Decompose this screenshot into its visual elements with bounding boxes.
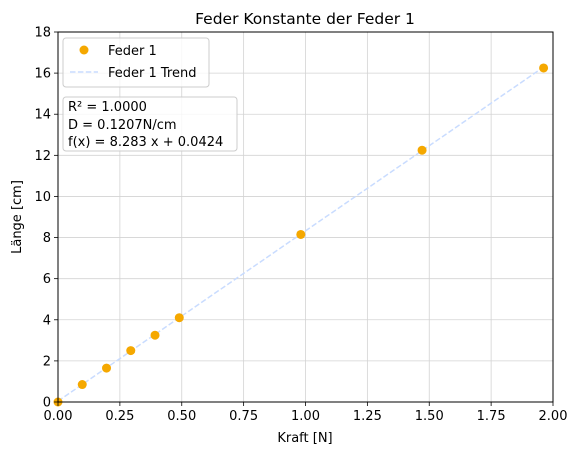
x-tick-label: 0.00: [44, 409, 73, 424]
y-tick-label: 16: [34, 67, 51, 82]
x-tick-label: 2.00: [539, 409, 568, 424]
legend-box: [62, 37, 210, 88]
y-axis-ticks: 0 2 4 6 8 10 12 14 16 18: [34, 26, 58, 411]
data-point: [174, 313, 184, 323]
y-tick-label: 2: [43, 354, 51, 369]
y-tick-label: 6: [43, 272, 51, 287]
data-point: [77, 380, 87, 390]
x-axis-ticks: 0.00 0.25 0.50 0.75 1.00 1.25 1.50 1.75 2.00: [44, 402, 568, 424]
y-tick-label: 4: [43, 313, 51, 328]
y-tick-label: 10: [34, 190, 51, 205]
y-axis-label: Länge [cm]: [10, 180, 25, 254]
data-point: [417, 145, 427, 155]
legend-label-feder-1: Feder 1: [108, 44, 157, 59]
legend-scatter-marker: [79, 45, 89, 55]
data-point: [150, 330, 160, 340]
x-tick-label: 1.50: [415, 409, 444, 424]
data-point: [126, 346, 136, 356]
data-point: [296, 229, 306, 239]
x-tick-label: 1.25: [353, 409, 382, 424]
data-point: [539, 63, 549, 73]
x-tick-label: 1.75: [477, 409, 506, 424]
legend-label-feder-1-trend: Feder 1 Trend: [108, 66, 196, 81]
fit-r-squared: R² = 1.0000: [68, 100, 147, 115]
x-tick-label: 0.50: [167, 409, 196, 424]
fit-spring-constant: D = 0.1207N/cm: [68, 118, 177, 133]
y-tick-label: 14: [34, 108, 51, 123]
x-tick-label: 1.00: [291, 409, 320, 424]
fit-equation: f(x) = 8.283 x + 0.0424: [68, 135, 223, 150]
x-tick-label: 0.25: [105, 409, 134, 424]
data-point: [102, 363, 112, 373]
chart-title: Feder Konstante der Feder 1: [195, 10, 415, 28]
fit-info-box: R² = 1.0000 D = 0.1207N/cm f(x) = 8.283 …: [62, 96, 238, 152]
legend: Feder 1 Feder 1 Trend: [62, 37, 210, 88]
y-tick-label: 12: [34, 149, 51, 164]
x-tick-label: 0.75: [229, 409, 258, 424]
y-tick-label: 8: [43, 231, 51, 246]
fit-info-box-frame: [62, 96, 238, 152]
y-tick-label: 18: [34, 26, 51, 41]
x-axis-label: Kraft [N]: [277, 431, 332, 446]
y-tick-label: 0: [43, 396, 51, 411]
